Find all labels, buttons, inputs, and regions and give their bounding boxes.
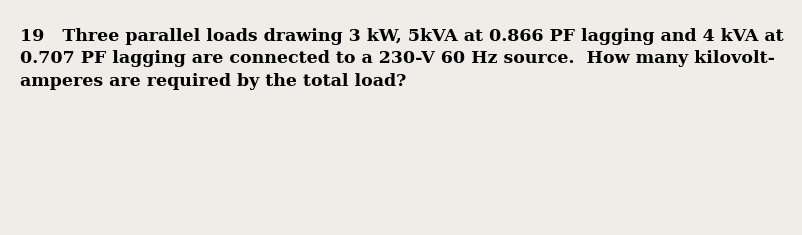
Text: 19   Three parallel loads drawing 3 kW, 5kVA at 0.866 PF lagging and 4 kVA at
0.: 19 Three parallel loads drawing 3 kW, 5k… <box>20 28 783 90</box>
